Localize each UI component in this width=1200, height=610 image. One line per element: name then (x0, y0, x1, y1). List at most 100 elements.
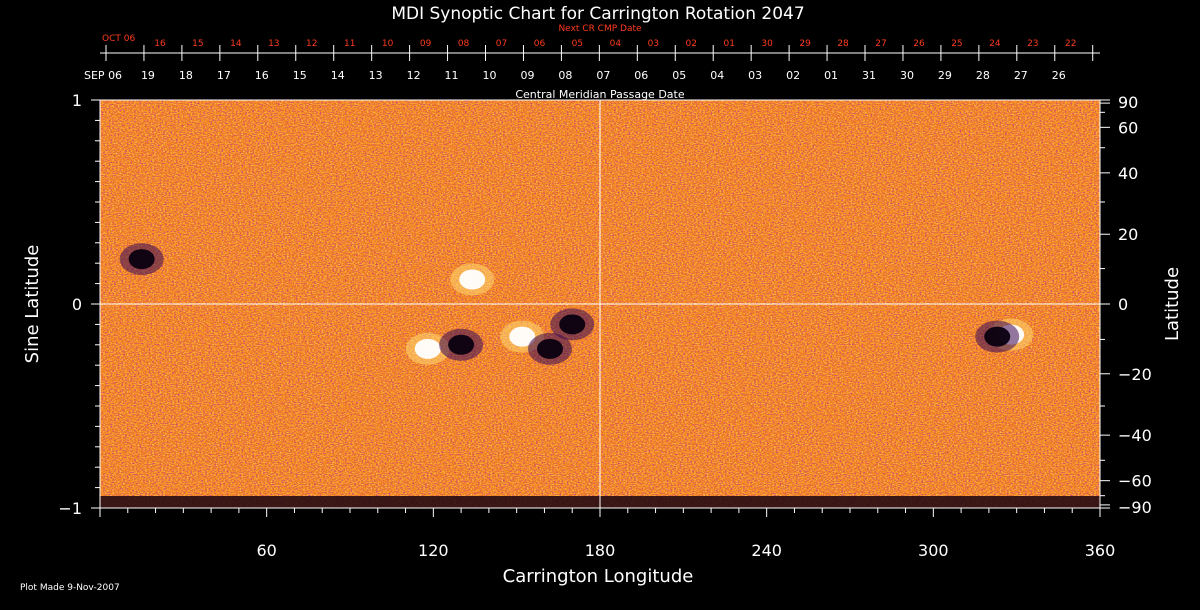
cmp-tick-label: 09 (520, 69, 534, 82)
x-tick-label: 300 (918, 541, 949, 560)
next-cr-tick-label: 27 (875, 39, 886, 49)
y-axis-right: 90 60 40 20 0 −20 −40 −60 −90 (1100, 93, 1152, 517)
next-cr-tick-label: 30 (761, 39, 773, 49)
next-cr-tick-label: 08 (458, 39, 470, 49)
cmp-tick-label: 14 (331, 69, 345, 82)
next-cr-tick-label: 01 (723, 39, 734, 49)
region-core (128, 249, 155, 270)
plot-made-footer: Plot Made 9-Nov-2007 (20, 583, 120, 593)
x-axis: 60 120 180 240 300 360 (99, 508, 1116, 560)
y-right-tick-label: 0 (1118, 295, 1128, 314)
cmp-tick-label: 15 (293, 69, 307, 82)
cmp-axis-title: Central Meridian Passage Date (515, 88, 684, 101)
next-cr-tick-label: 28 (837, 39, 849, 49)
positive-polarity-region (450, 263, 495, 296)
y-right-tick-label: 40 (1118, 164, 1138, 183)
negative-polarity-region (439, 328, 484, 361)
next-cr-tick-label: 12 (306, 39, 317, 49)
next-cr-tick-label: 14 (230, 39, 242, 49)
synoptic-map (99, 99, 1101, 509)
cmp-tick-label: 30 (900, 69, 914, 82)
y-right-tick-label: 20 (1118, 225, 1138, 244)
next-cr-tick-label: 05 (572, 39, 583, 49)
y-axis-left-label: Sine Latitude (22, 245, 43, 364)
next-cr-tick-label: 06 (534, 39, 546, 49)
cmp-tick-label: 08 (558, 69, 572, 82)
cmp-tick-label: 27 (1014, 69, 1028, 82)
x-tick-label: 180 (585, 541, 616, 560)
cmp-first-label: SEP 06 (84, 69, 122, 82)
next-cr-tick-label: 29 (799, 39, 811, 49)
next-cr-tick-label: 15 (192, 39, 203, 49)
y-right-tick-label: −20 (1118, 365, 1152, 384)
cmp-tick-label: 13 (369, 69, 383, 82)
region-core (459, 269, 486, 290)
cmp-tick-label: 16 (255, 69, 269, 82)
region-core (537, 338, 563, 359)
cmp-tick-label: 19 (141, 69, 155, 82)
cmp-tick-label: 05 (672, 69, 686, 82)
next-cr-tick-label: 25 (951, 39, 962, 49)
next-cr-tick-label: 10 (382, 39, 394, 49)
cmp-tick-label: 29 (938, 69, 952, 82)
next-cr-cmp-axis: 16 15 14 13 12 11 10 09 08 07 06 05 04 03 02 01 30 29 28 27… (100, 39, 1100, 54)
x-tick-label: 120 (418, 541, 449, 560)
cmp-tick-label: 02 (786, 69, 800, 82)
cmp-tick-label: 28 (976, 69, 990, 82)
cmp-tick-label: 06 (634, 69, 648, 82)
next-cr-tick-label: 07 (496, 39, 507, 49)
next-cr-cmp-title: Next CR CMP Date (558, 24, 642, 34)
next-cr-tick-label: 09 (420, 39, 432, 49)
region-core (509, 326, 536, 347)
negative-polarity-region (528, 332, 572, 365)
x-tick-label: 360 (1085, 541, 1116, 560)
cmp-tick-label: 18 (179, 69, 193, 82)
positive-polarity-region (405, 332, 450, 365)
y-axis-right-label: Latitude (1162, 267, 1183, 341)
y-right-tick-label: 60 (1118, 118, 1138, 137)
next-cr-tick-label: 16 (154, 39, 166, 49)
cmp-tick-label: 04 (710, 69, 724, 82)
cmp-tick-label: 11 (445, 69, 459, 82)
next-cr-tick-label: 26 (913, 39, 925, 49)
chart-title: MDI Synoptic Chart for Carrington Rotati… (391, 4, 804, 24)
y-left-tick-label: 1 (72, 91, 82, 110)
negative-polarity-region (119, 243, 164, 276)
next-cr-first-label: OCT 06 (102, 34, 135, 44)
next-cr-tick-label: 04 (610, 39, 622, 49)
cmp-tick-label: 10 (483, 69, 497, 82)
cmp-tick-label: 31 (862, 69, 876, 82)
region-core (448, 334, 475, 355)
cmp-tick-label: 26 (1052, 69, 1066, 82)
y-axis-left: 1 0 −1 (58, 91, 100, 518)
next-cr-tick-label: 24 (989, 39, 1001, 49)
region-core (984, 326, 1011, 347)
cmp-tick-label: 12 (407, 69, 421, 82)
active-regions (119, 243, 1034, 365)
negative-polarity-region (550, 308, 595, 341)
next-cr-tick-label: 22 (1065, 39, 1076, 49)
cmp-tick-label: 17 (217, 69, 231, 82)
region-core (414, 338, 441, 359)
next-cr-tick-label: 23 (1027, 39, 1038, 49)
y-right-tick-label: 90 (1118, 93, 1138, 112)
cmp-tick-label: 03 (748, 69, 762, 82)
y-left-tick-label: 0 (72, 295, 82, 314)
cmp-tick-label: 07 (596, 69, 610, 82)
cmp-tick-label: 01 (824, 69, 838, 82)
x-axis-label: Carrington Longitude (503, 566, 694, 587)
x-tick-label: 60 (256, 541, 276, 560)
next-cr-tick-label: 13 (268, 39, 279, 49)
next-cr-tick-label: 02 (686, 39, 697, 49)
next-cr-tick-label: 11 (344, 39, 355, 49)
region-core (559, 314, 586, 335)
negative-polarity-region (975, 320, 1020, 353)
y-right-tick-label: −90 (1118, 498, 1152, 517)
y-right-tick-label: −40 (1118, 426, 1152, 445)
y-right-tick-label: −60 (1118, 472, 1152, 491)
x-tick-label: 240 (751, 541, 782, 560)
cmp-date-axis: 19 18 17 16 15 14 13 12 11 10 09 08 07 06 05 04 03 02 01 31… (105, 53, 1094, 82)
y-left-tick-label: −1 (58, 499, 82, 518)
next-cr-tick-label: 03 (648, 39, 659, 49)
